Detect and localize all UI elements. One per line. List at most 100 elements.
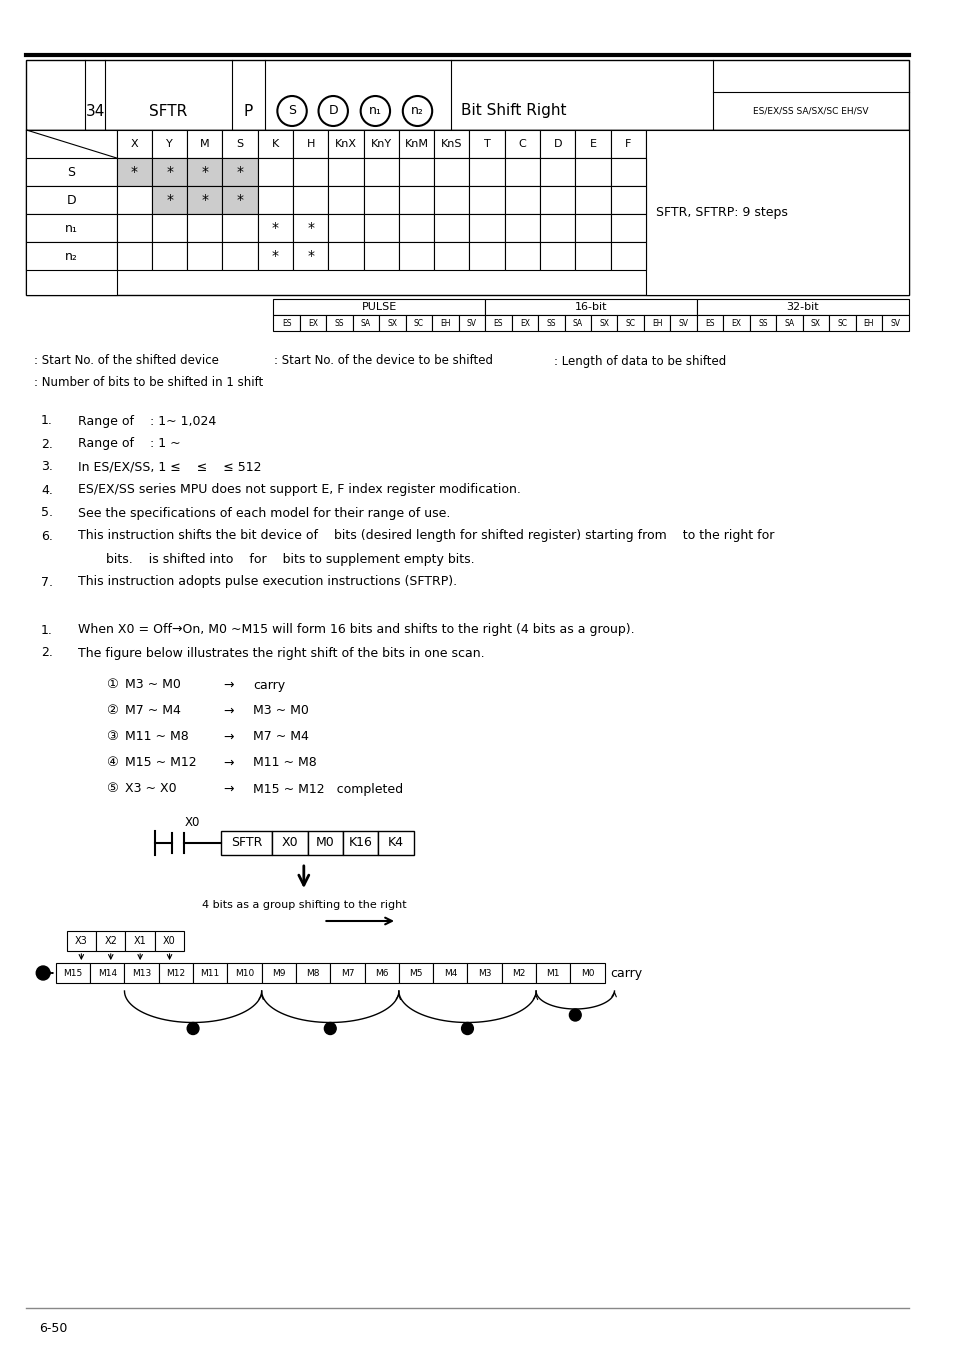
Bar [749, 315, 776, 331]
Text: EX: EX [519, 319, 529, 328]
Text: X3: X3 [75, 936, 88, 946]
Text: ③: ③ [106, 730, 117, 744]
Bar [152, 158, 187, 186]
Bar [363, 186, 398, 215]
Bar [485, 315, 511, 331]
Text: SFTR: SFTR [231, 837, 262, 849]
Bar [469, 242, 504, 270]
Bar [158, 963, 193, 983]
Text: SV: SV [889, 319, 900, 328]
Text: 4 bits as a group shifting to the right: 4 bits as a group shifting to the right [201, 900, 406, 910]
Bar [434, 215, 469, 242]
Bar [193, 963, 227, 983]
Text: M13: M13 [132, 968, 152, 977]
Text: ES/EX/SS series MPU does not support E, F index register modification.: ES/EX/SS series MPU does not support E, … [78, 483, 520, 497]
Text: KnX: KnX [335, 139, 356, 148]
Text: n₂: n₂ [65, 250, 78, 262]
Bar [610, 130, 645, 158]
Bar [222, 215, 257, 242]
Bar [504, 130, 539, 158]
Text: ES: ES [282, 319, 291, 328]
Text: D: D [67, 193, 76, 207]
Text: C: C [517, 139, 526, 148]
Text: X0: X0 [184, 817, 199, 829]
Text: : Number of bits to be shifted in 1 shift: : Number of bits to be shifted in 1 shif… [34, 377, 263, 390]
Bar [187, 158, 222, 186]
Text: M3 ~ M0: M3 ~ M0 [253, 705, 309, 717]
Bar [222, 186, 257, 215]
Text: M8: M8 [306, 968, 319, 977]
Text: KnS: KnS [440, 139, 462, 148]
Bar [564, 315, 590, 331]
Text: 32-bit: 32-bit [785, 302, 818, 312]
Text: M15 ~ M12   completed: M15 ~ M12 completed [253, 783, 402, 795]
Text: →: → [223, 705, 233, 717]
Bar [855, 315, 882, 331]
Text: : Start No. of the device to be shifted: : Start No. of the device to be shifted [274, 355, 493, 367]
Text: SV: SV [678, 319, 688, 328]
Circle shape [461, 1022, 473, 1034]
Text: S: S [236, 139, 243, 148]
Bar [328, 242, 363, 270]
Bar [293, 215, 328, 242]
Bar [116, 130, 152, 158]
Text: 34: 34 [85, 104, 105, 119]
Text: SC: SC [625, 319, 635, 328]
Circle shape [36, 967, 50, 980]
Text: M11: M11 [200, 968, 219, 977]
Text: Y: Y [166, 139, 172, 148]
Bar [257, 186, 293, 215]
Bar [617, 315, 643, 331]
Text: See the specifications of each model for their range of use.: See the specifications of each model for… [78, 506, 451, 520]
Text: This instruction shifts the bit device of    bits (desired length for shifted re: This instruction shifts the bit device o… [78, 529, 774, 543]
Text: Range of    : 1 ~: Range of : 1 ~ [78, 437, 181, 451]
Bar [575, 130, 610, 158]
Bar [434, 158, 469, 186]
Bar [433, 963, 467, 983]
Bar [187, 215, 222, 242]
Bar [469, 215, 504, 242]
Bar [293, 158, 328, 186]
Bar [91, 963, 124, 983]
Bar [434, 130, 469, 158]
Bar [570, 963, 604, 983]
Bar [328, 158, 363, 186]
Text: T: T [483, 139, 490, 148]
Text: : Start No. of the shifted device: : Start No. of the shifted device [34, 355, 219, 367]
Bar [353, 315, 379, 331]
Text: 16-bit: 16-bit [574, 302, 607, 312]
Text: M4: M4 [443, 968, 456, 977]
Bar [363, 242, 398, 270]
Bar [458, 315, 485, 331]
Bar [257, 130, 293, 158]
Bar [722, 315, 749, 331]
Bar [152, 186, 187, 215]
Bar [67, 931, 96, 950]
Text: M3 ~ M0: M3 ~ M0 [125, 679, 181, 691]
Bar [295, 963, 330, 983]
Text: n₁: n₁ [65, 221, 78, 235]
Circle shape [187, 1022, 199, 1034]
Text: Bit Shift Right: Bit Shift Right [460, 104, 565, 119]
Text: SV: SV [466, 319, 476, 328]
Text: M10: M10 [234, 968, 253, 977]
Text: →: → [223, 783, 233, 795]
Bar [343, 832, 378, 855]
Bar [125, 931, 154, 950]
Bar [116, 215, 152, 242]
Text: X1: X1 [133, 936, 147, 946]
Bar [154, 931, 184, 950]
Bar [27, 158, 116, 186]
Text: EH: EH [439, 319, 450, 328]
Bar [308, 832, 343, 855]
Bar [152, 215, 187, 242]
Bar [696, 315, 722, 331]
Text: bits.    is shifted into    for    bits to supplement empty bits.: bits. is shifted into for bits to supple… [78, 552, 475, 566]
Text: EX: EX [731, 319, 740, 328]
Bar [434, 242, 469, 270]
Text: ①: ① [106, 679, 117, 691]
Text: →: → [223, 730, 233, 744]
Bar [221, 832, 273, 855]
Text: n₂: n₂ [411, 104, 423, 117]
Bar [504, 242, 539, 270]
